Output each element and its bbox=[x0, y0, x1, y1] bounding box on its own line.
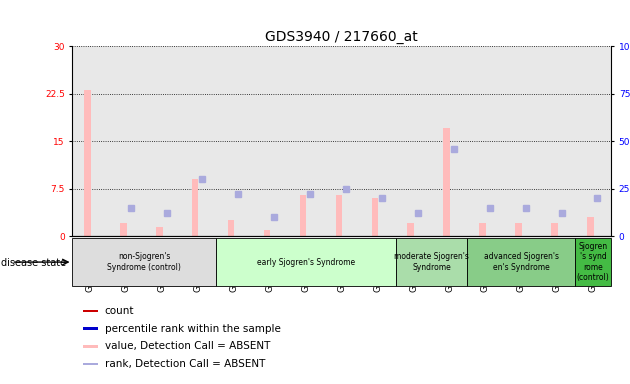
Text: percentile rank within the sample: percentile rank within the sample bbox=[105, 324, 280, 334]
Bar bbox=[288, 46, 324, 236]
Bar bbox=[180, 46, 216, 236]
Bar bbox=[83, 310, 98, 312]
Bar bbox=[396, 238, 467, 286]
Bar bbox=[156, 227, 163, 236]
Bar bbox=[252, 46, 288, 236]
Bar bbox=[467, 238, 575, 286]
Bar bbox=[336, 195, 342, 236]
Text: moderate Sjogren's
Syndrome: moderate Sjogren's Syndrome bbox=[394, 252, 469, 272]
Text: non-Sjogren's
Syndrome (control): non-Sjogren's Syndrome (control) bbox=[107, 252, 181, 272]
Bar bbox=[72, 46, 108, 236]
Bar bbox=[108, 46, 144, 236]
Text: rank, Detection Call = ABSENT: rank, Detection Call = ABSENT bbox=[105, 359, 265, 369]
Bar bbox=[467, 46, 503, 236]
Bar bbox=[83, 345, 98, 348]
Bar bbox=[503, 46, 539, 236]
Bar bbox=[324, 46, 360, 236]
Bar bbox=[72, 238, 216, 286]
Bar bbox=[360, 46, 396, 236]
Bar bbox=[396, 46, 432, 236]
Bar bbox=[408, 223, 414, 236]
Bar bbox=[300, 195, 306, 236]
Bar bbox=[515, 223, 522, 236]
Text: Sjogren
's synd
rome
(control): Sjogren 's synd rome (control) bbox=[577, 242, 609, 282]
Bar bbox=[264, 230, 270, 236]
Bar bbox=[228, 220, 234, 236]
Text: advanced Sjogren's
en's Syndrome: advanced Sjogren's en's Syndrome bbox=[484, 252, 559, 272]
Bar bbox=[587, 217, 593, 236]
Text: count: count bbox=[105, 306, 134, 316]
Bar bbox=[575, 46, 611, 236]
Title: GDS3940 / 217660_at: GDS3940 / 217660_at bbox=[265, 30, 418, 44]
Bar bbox=[83, 363, 98, 365]
Bar bbox=[432, 46, 467, 236]
Text: disease state: disease state bbox=[1, 258, 66, 268]
Bar bbox=[479, 223, 486, 236]
Bar bbox=[444, 128, 450, 236]
Bar bbox=[372, 198, 378, 236]
Bar bbox=[84, 91, 91, 236]
Bar bbox=[120, 223, 127, 236]
Bar bbox=[575, 238, 611, 286]
Bar bbox=[539, 46, 575, 236]
Bar bbox=[192, 179, 198, 236]
Bar bbox=[216, 238, 396, 286]
Bar bbox=[216, 46, 252, 236]
Text: early Sjogren's Syndrome: early Sjogren's Syndrome bbox=[257, 258, 355, 266]
Bar bbox=[551, 223, 558, 236]
Text: value, Detection Call = ABSENT: value, Detection Call = ABSENT bbox=[105, 341, 270, 351]
Bar bbox=[83, 328, 98, 330]
Bar bbox=[144, 46, 180, 236]
